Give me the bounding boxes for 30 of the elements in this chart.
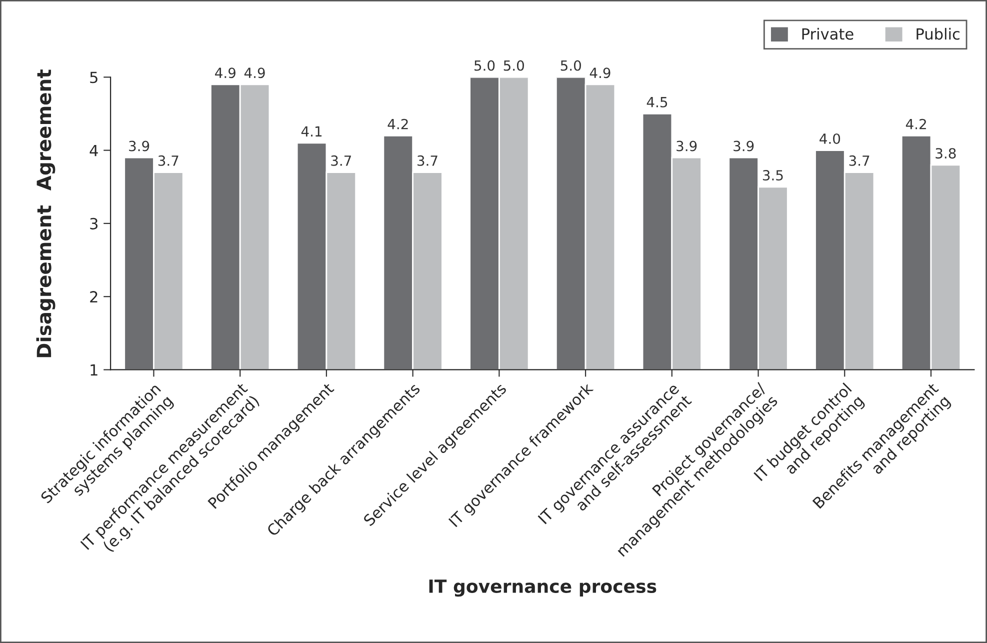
data-label: 5.0 [474, 60, 495, 71]
data-label: 3.7 [331, 155, 351, 166]
data-label: 3.9 [734, 140, 754, 152]
y-tick-label: 4 [90, 144, 98, 156]
data-label: 4.2 [388, 118, 408, 130]
data-label: 4.0 [820, 133, 840, 144]
data-label: 3.7 [418, 155, 438, 166]
legend-label: Private [802, 28, 854, 40]
legend-label: Public [916, 28, 960, 40]
data-label: 4.2 [906, 118, 926, 130]
y-tick-label: 5 [90, 72, 98, 84]
y-tick-label: 1 [90, 364, 98, 376]
data-label: 5.0 [560, 60, 581, 71]
text: Agreement [36, 70, 56, 190]
data-label: 4.9 [590, 68, 610, 78]
text: Disagreement [36, 205, 56, 358]
data-label: 4.1 [301, 126, 322, 136]
data-label: 3.7 [158, 155, 178, 166]
y-tick-label: 2 [90, 291, 98, 302]
data-label: 5.0 [504, 60, 524, 71]
data-label: 3.7 [849, 155, 870, 166]
data-label: 3.5 [762, 170, 783, 181]
data-label: 4.9 [215, 68, 236, 78]
data-label: 3.8 [936, 148, 956, 159]
y-tick-label: 3 [90, 218, 98, 230]
data-label: 4.5 [646, 97, 668, 108]
data-label: 4.9 [244, 68, 265, 78]
data-label: 3.9 [676, 140, 697, 152]
x-axis-title: IT governance process [429, 580, 656, 597]
data-label: 3.9 [129, 140, 150, 152]
